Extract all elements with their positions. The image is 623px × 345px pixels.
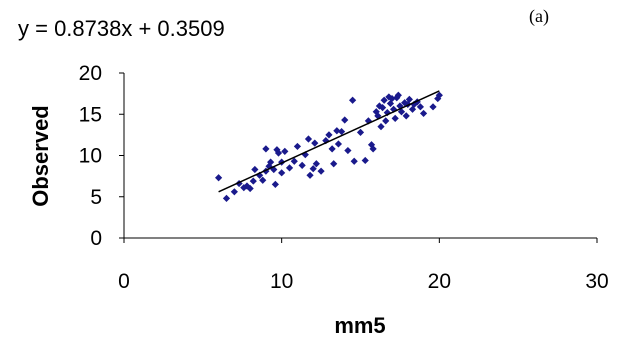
data-point [281,147,289,155]
data-point [369,145,377,153]
data-point [285,164,294,172]
trendline-equation: y = 0.8738x + 0.3509 [18,16,225,41]
data-point [367,141,376,149]
x-tick-label: 30 [585,270,608,293]
data-point [391,114,399,122]
data-point [410,100,418,108]
data-point [312,160,320,168]
data-point [344,146,352,155]
y-tick-label: 10 [79,145,102,168]
data-point [271,180,279,188]
data-point [393,94,401,102]
data-point [408,105,417,113]
data-point [328,145,336,153]
data-point [317,167,325,175]
data-point [377,123,385,131]
data-point [350,157,358,165]
data-point [304,135,313,143]
data-point [330,160,338,168]
x-tick-labels: 0 10 20 30 [118,270,609,293]
data-point [413,98,421,106]
data-point [290,157,298,165]
data-point [262,167,270,175]
data-point [356,128,365,136]
data-point [262,145,270,153]
y-tick-label: 5 [90,186,102,209]
data-point [405,95,413,103]
data-point [309,165,317,173]
data-point [397,108,406,116]
data-point [364,117,372,125]
data-point [419,109,428,118]
data-point [435,91,443,99]
data-point [396,102,404,110]
x-tick-label: 10 [270,270,293,293]
y-axis-title: Observed [28,105,53,207]
y-tick-label: 20 [79,62,102,85]
x-tick-label: 20 [428,270,451,293]
data-point [259,176,267,184]
data-point [311,139,319,147]
data-point [388,94,396,103]
data-point [382,117,390,125]
data-point [402,112,410,120]
data-point [278,169,286,177]
data-point [301,151,309,159]
y-tick-label: 0 [90,227,102,250]
panel-label: (a) [529,6,549,27]
trendline [218,90,440,193]
data-point [298,161,306,169]
x-axis-ticks [123,238,598,243]
y-tick-label: 15 [79,103,102,126]
data-point [337,127,346,136]
data-point [374,112,382,120]
data-point [429,103,437,111]
data-point [293,142,302,151]
data-point [416,103,425,111]
data-point [230,188,238,196]
y-axis-ticks [119,72,124,239]
data-point [222,194,231,202]
data-point [390,105,398,113]
data-point [249,177,257,185]
data-point [251,165,259,174]
data-point [215,174,223,182]
x-axis-title: mm5 [334,313,385,338]
data-point [434,94,442,103]
data-point [394,91,402,99]
x-tick-label: 0 [118,270,130,293]
data-point [361,156,369,165]
data-point [334,140,343,148]
data-point [375,102,384,110]
data-point [267,158,275,166]
data-point [349,96,357,104]
data-point [380,96,388,104]
data-point [306,171,314,179]
data-point [325,131,333,139]
data-point [274,149,283,157]
y-tick-labels: 0 5 10 15 20 [79,62,102,250]
data-points [215,91,443,202]
data-point [322,137,330,145]
data-point [333,127,341,135]
data-point [246,184,254,193]
data-point [378,104,387,112]
data-point [341,116,349,124]
